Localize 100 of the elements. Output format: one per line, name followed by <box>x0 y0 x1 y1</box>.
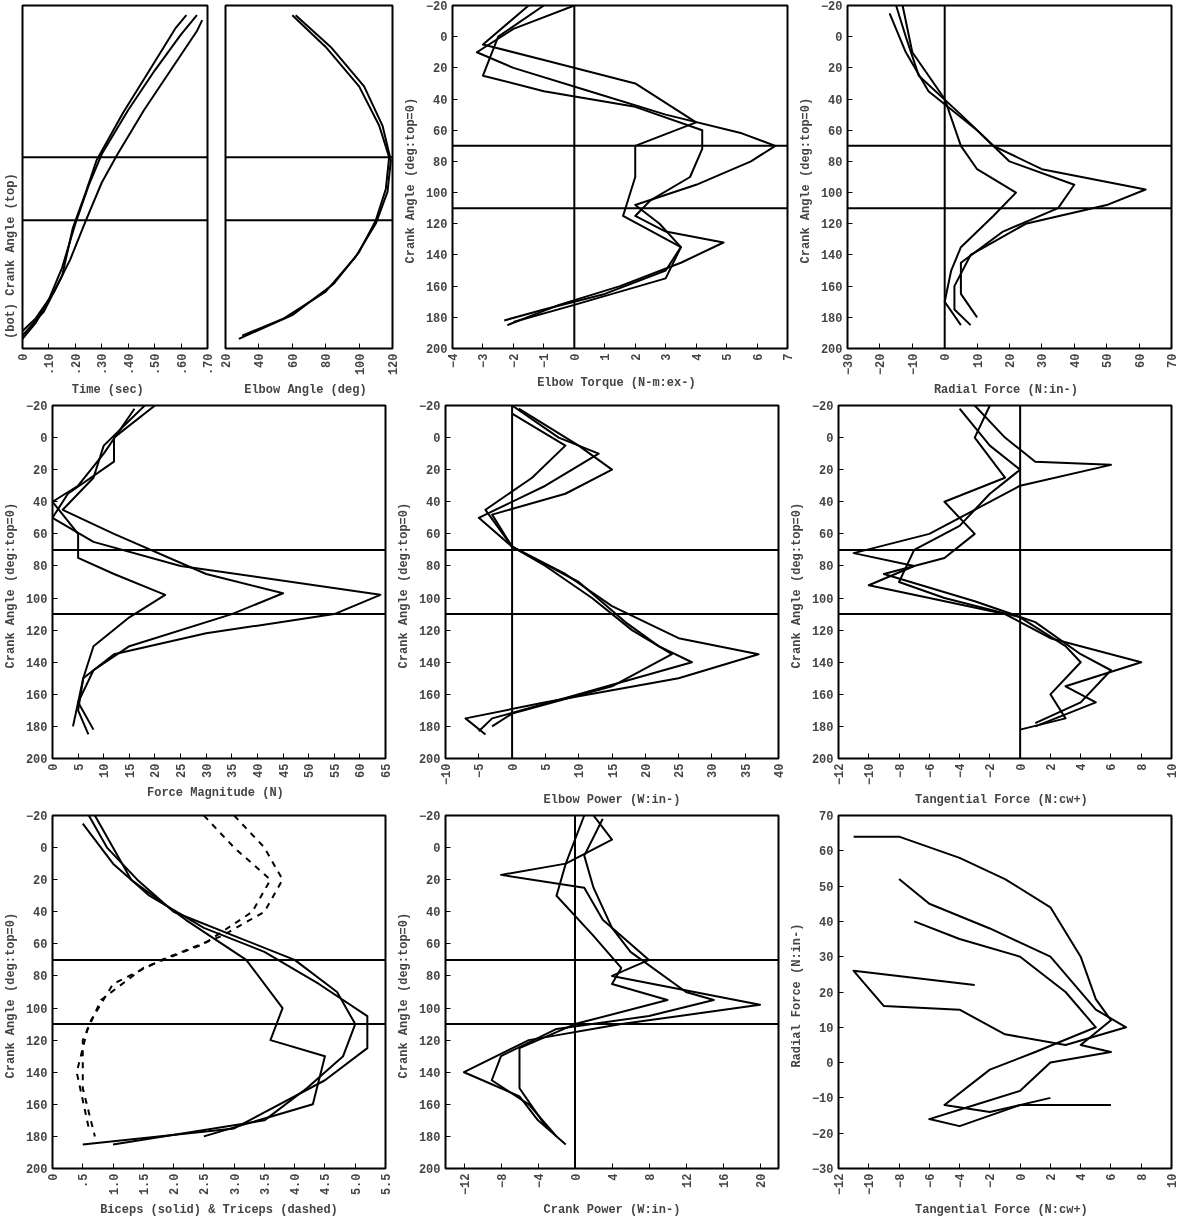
x-tick-label: 30 <box>1036 353 1051 368</box>
x-tick-label: 2 <box>629 353 644 361</box>
y-tick-label: 180 <box>25 1130 48 1145</box>
y-tick-label: 40 <box>33 906 48 921</box>
y-tick-label: 160 <box>418 1098 441 1113</box>
x-tick-label: 40 <box>1068 353 1083 368</box>
x-tick-label: −12 <box>833 1173 847 1196</box>
x-tick-label: 40 <box>773 763 787 778</box>
y-axis-title: Crank Angle (deg:top=0) <box>396 912 411 1079</box>
x-tick-label: .20 <box>69 353 84 376</box>
x-tick-label: −2 <box>984 763 999 778</box>
x-tick-label: −5 <box>473 763 488 778</box>
x-axis-title: Tangential Force (N:cw+) <box>914 1203 1088 1218</box>
x-tick-label: .10 <box>43 353 58 376</box>
x-tick-label: 5.0 <box>349 1173 364 1196</box>
y-tick-label: 180 <box>418 1130 441 1145</box>
x-tick-label: 4 <box>1075 763 1090 771</box>
y-tick-label: 100 <box>418 592 441 607</box>
y-tick-label: 200 <box>25 1163 48 1177</box>
y-tick-label: 160 <box>25 1098 48 1113</box>
y-tick-label: 20 <box>819 464 834 479</box>
y-tick-label: 30 <box>819 951 834 966</box>
x-tick-label: 7 <box>782 353 796 361</box>
y-tick-label: 100 <box>25 1002 48 1017</box>
x-tick-label: 15 <box>123 763 138 778</box>
x-tick-label: 45 <box>277 763 292 778</box>
x-tick-label: 25 <box>673 763 688 778</box>
y-tick-label: 10 <box>819 1021 834 1036</box>
y-axis-title: Crank Angle (deg:top=0) <box>403 97 418 264</box>
x-tick-label: .30 <box>96 353 111 376</box>
y-tick-label: 40 <box>828 93 843 108</box>
y-tick-label: 200 <box>820 343 843 357</box>
y-tick-label: 80 <box>33 560 48 575</box>
y-tick-label: −20 <box>418 810 441 824</box>
y-tick-label: 60 <box>819 845 834 860</box>
y-tick-label: −20 <box>25 810 48 824</box>
x-tick-label: 0 <box>506 763 521 771</box>
y-tick-label: 80 <box>33 970 48 985</box>
y-tick-label: 40 <box>433 93 448 108</box>
x-tick-label: 5 <box>539 763 554 771</box>
y-tick-label: 70 <box>819 810 834 824</box>
y-tick-label: 80 <box>828 155 843 170</box>
y-tick-label: 0 <box>433 842 441 857</box>
x-tick-label: 0 <box>1014 763 1029 771</box>
y-tick-label: 140 <box>25 1066 48 1081</box>
x-tick-label: .40 <box>122 353 137 376</box>
x-tick-label: −10 <box>906 353 921 376</box>
x-tick-label: 4 <box>606 1173 621 1181</box>
y-tick-label: 120 <box>25 624 48 639</box>
x-tick-label: 60 <box>286 353 301 368</box>
y-tick-label: 200 <box>25 753 48 767</box>
y-tick-label: 140 <box>811 656 834 671</box>
y-tick-label: 100 <box>820 187 843 202</box>
x-tick-label: 0 <box>569 1173 584 1181</box>
y-tick-label: 200 <box>418 1163 441 1177</box>
y-tick-label: 200 <box>418 753 441 767</box>
y-tick-label: 0 <box>440 31 448 46</box>
x-axis-title: Elbow Angle (deg) <box>244 383 367 398</box>
y-tick-label: 200 <box>425 343 448 357</box>
y-tick-label: 0 <box>826 432 834 447</box>
x-axis-title: Elbow Power (W:in-) <box>543 793 681 808</box>
x-tick-label: .5 <box>77 1173 92 1188</box>
y-tick-label: 20 <box>33 464 48 479</box>
x-tick-label: 10 <box>98 763 113 778</box>
x-tick-label: −1 <box>538 353 553 368</box>
y-tick-label: 20 <box>828 62 843 77</box>
x-tick-label: 4.5 <box>319 1173 334 1196</box>
y-tick-label: 0 <box>835 31 843 46</box>
y-tick-label: −20 <box>820 0 843 14</box>
y-tick-label: 40 <box>819 915 834 930</box>
y-tick-label: 60 <box>33 938 48 953</box>
x-tick-label: 2.0 <box>168 1173 183 1196</box>
x-tick-label: −12 <box>833 763 847 786</box>
x-tick-label: 0 <box>568 353 583 361</box>
x-axis-title: Radial Force (N:in-) <box>933 383 1078 398</box>
x-tick-label: 3.0 <box>228 1173 243 1196</box>
x-tick-label: 1.0 <box>107 1173 122 1196</box>
x-tick-label: 30 <box>706 763 721 778</box>
x-tick-label: .60 <box>175 353 190 376</box>
y-tick-label: 100 <box>811 592 834 607</box>
y-tick-label: 140 <box>418 1066 441 1081</box>
x-tick-label: 20 <box>149 763 164 778</box>
y-tick-label: 20 <box>33 874 48 889</box>
x-tick-label: 50 <box>303 763 318 778</box>
x-tick-label: 15 <box>606 763 621 778</box>
x-tick-label: 1 <box>599 353 614 361</box>
y-tick-label: 120 <box>418 624 441 639</box>
x-tick-label: −4 <box>447 353 461 368</box>
y-tick-label: 120 <box>811 624 834 639</box>
y-tick-label: 40 <box>426 496 441 511</box>
x-tick-label: 60 <box>1133 353 1148 368</box>
y-tick-label: −20 <box>25 400 48 414</box>
y-tick-label: 0 <box>40 432 48 447</box>
x-tick-label: −20 <box>874 353 889 376</box>
x-tick-label: −2 <box>984 1173 999 1188</box>
x-tick-label: 5.5 <box>380 1173 394 1196</box>
y-tick-label: 100 <box>425 187 448 202</box>
y-tick-label: 60 <box>33 528 48 543</box>
y-tick-label: 20 <box>433 62 448 77</box>
x-tick-label: 40 <box>253 353 268 368</box>
